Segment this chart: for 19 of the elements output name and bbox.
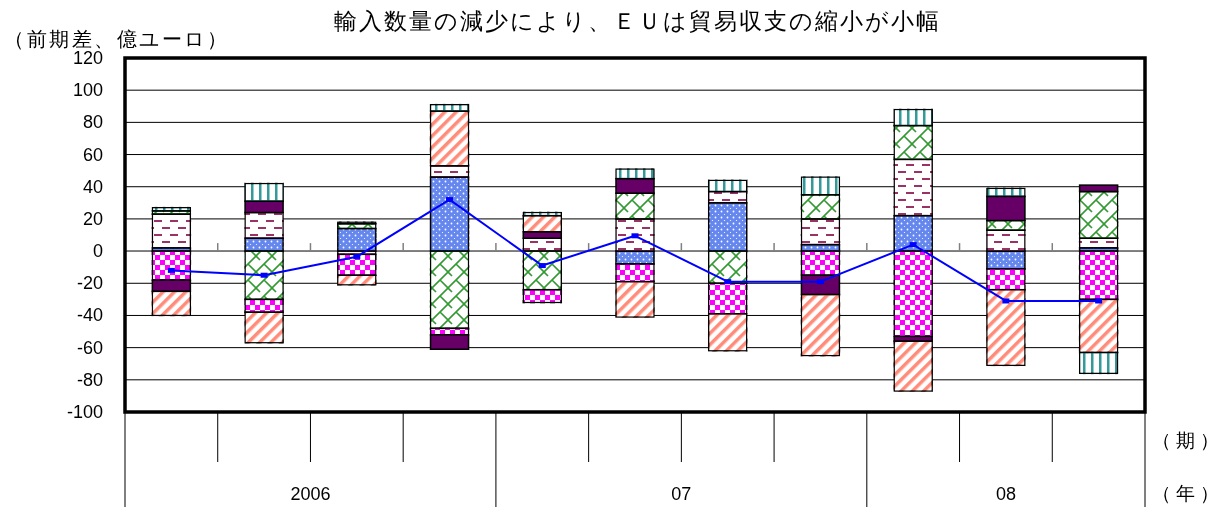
y-tick-label: 0 [92, 241, 103, 262]
text: 08 [995, 484, 1016, 504]
y-tick-label: -100 [66, 402, 103, 422]
y-tick-label: 100 [72, 80, 103, 101]
y-tick-label: 40 [82, 176, 103, 197]
y-tick-label: -60 [76, 337, 103, 358]
y-tick-label: -80 [76, 369, 103, 390]
y-tick-label: 120 [72, 48, 103, 68]
text: （年） [1152, 482, 1224, 504]
y-tick-label: 60 [82, 144, 103, 165]
y-tick-label: -40 [76, 305, 103, 326]
chart-title: 輸入数量の減少により、ＥＵは貿易収支の縮小が小幅 [333, 8, 941, 34]
x-axis-title: （期） [1152, 429, 1224, 451]
text: 2006 [290, 484, 331, 504]
y-tick-label: 80 [82, 112, 103, 133]
text: 07 [671, 484, 692, 504]
y-tick-label: -20 [76, 273, 103, 294]
y-axis-title: （前期差、億ユーロ） [4, 28, 229, 50]
y-tick-label: 20 [82, 208, 103, 229]
